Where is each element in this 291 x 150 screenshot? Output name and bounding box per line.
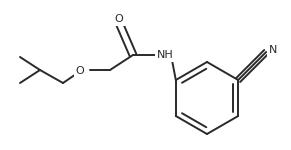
Text: O: O [76, 66, 84, 76]
Text: NH: NH [157, 50, 173, 60]
Text: O: O [115, 14, 123, 24]
Text: N: N [269, 45, 277, 55]
